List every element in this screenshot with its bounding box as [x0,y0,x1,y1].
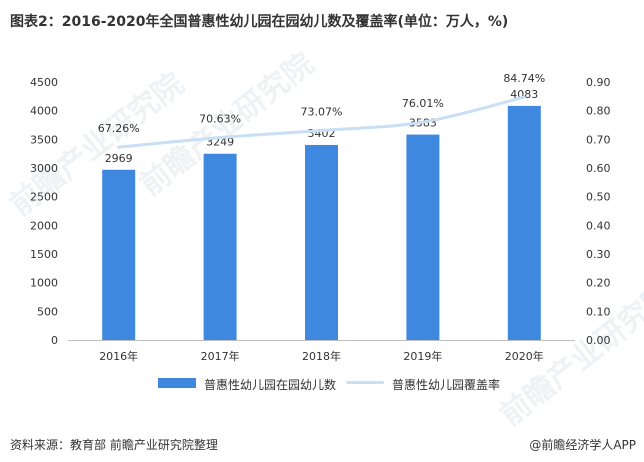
y-right-tick-label: 0.30 [586,248,611,261]
y-left-tick-label: 4500 [30,76,58,89]
x-tick-label: 2017年 [201,349,240,363]
legend-label-bar: 普惠性幼儿园在园幼儿数 [204,378,337,392]
bar [507,105,541,341]
y-left-tick-label: 2500 [30,191,58,204]
legend-swatch-line [346,381,384,384]
y-right-tick-label: 0.20 [586,277,611,290]
x-tick-label: 2019年 [403,349,442,363]
y-left-tick-label: 4000 [30,105,58,118]
y-left-tick-label: 3500 [30,133,58,146]
coverage-point [522,95,526,99]
bar-value-label: 2969 [105,152,133,165]
legend-swatch-bar [158,378,196,388]
coverage-point [320,129,323,133]
source-note: 资料来源：教育部 前瞻产业研究院整理 [10,438,218,452]
coverage-value-label: 73.07% [301,106,343,119]
coverage-point [421,120,425,124]
y-left-tick-label: 1000 [30,277,58,290]
x-tick-label: 2018年 [302,349,341,363]
x-tick-label: 2016年 [99,349,138,363]
y-left-tick-label: 1500 [30,248,58,261]
chart-title: 图表2：2016-2020年全国普惠性幼儿园在园幼儿数及覆盖率(单位：万人，%) [10,14,509,30]
y-right-tick-label: 0.10 [586,305,611,318]
coverage-value-label: 84.74% [503,72,545,85]
y-right-tick-label: 0.00 [586,334,611,347]
bar [406,134,440,340]
y-left-tick-label: 3000 [30,162,58,175]
coverage-point [218,136,222,140]
bar [102,169,136,340]
y-right-tick-label: 0.40 [586,219,611,232]
y-right-tick-label: 0.70 [586,133,611,146]
coverage-value-label: 67.26% [98,122,140,135]
coverage-point [117,145,121,149]
combo-chart: 0 500 1000 1500 2000 2500 3000 3500 4000 4500 0.00… [30,72,611,363]
y-left-tick-label: 2000 [30,219,58,232]
y-left-tick-label: 0 [51,334,58,347]
coverage-value-label: 70.63% [199,113,241,126]
y-right-tick-label: 0.90 [586,76,611,89]
x-tick-label: 2020年 [505,349,544,363]
y-right-tick-label: 0.60 [586,162,611,175]
coverage-value-label: 76.01% [402,97,444,110]
chart-legend: 普惠性幼儿园在园幼儿数 普惠性幼儿园覆盖率 [0,376,644,392]
brand-credit: @前瞻经济学人APP [529,438,636,452]
y-left-tick-label: 500 [37,305,58,318]
y-right-tick-label: 0.80 [586,105,611,118]
bar [305,144,338,340]
y-right-tick-label: 0.50 [586,191,611,204]
bar [203,153,237,340]
legend-label-line: 普惠性幼儿园覆盖率 [392,378,501,392]
